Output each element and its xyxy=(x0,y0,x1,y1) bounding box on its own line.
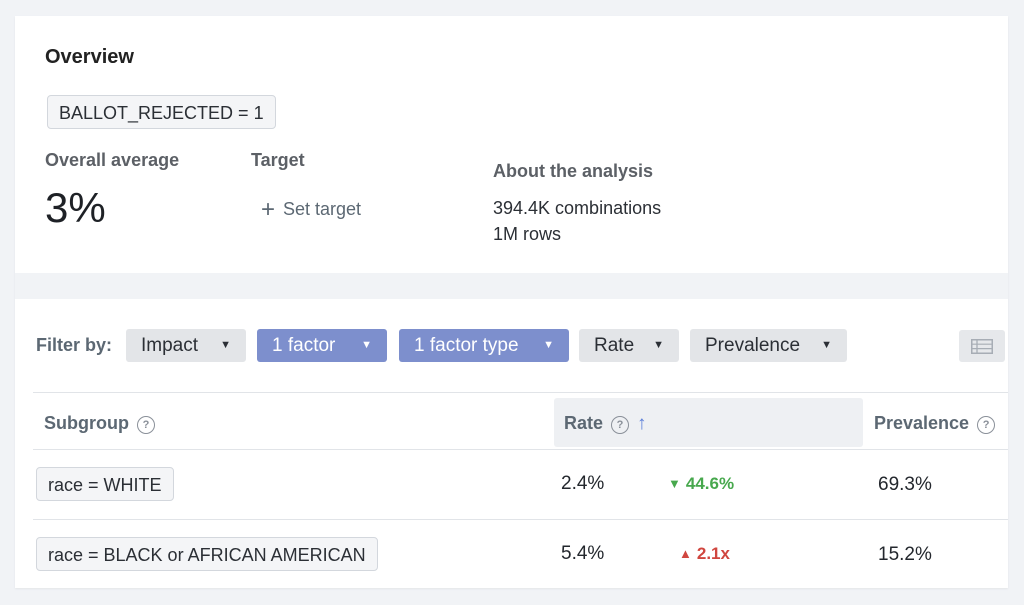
filter-rate-label: Rate xyxy=(594,335,635,356)
rate-delta-row-2: ▲ 2.1x xyxy=(679,544,730,564)
caret-down-icon: ▼ xyxy=(361,339,372,351)
triangle-up-icon: ▲ xyxy=(679,546,692,561)
filter-prevalence-button[interactable]: Prevalence ▼ xyxy=(690,329,847,362)
header-divider xyxy=(33,449,1008,450)
filter-factor-type-button[interactable]: 1 factor type ▼ xyxy=(399,329,569,362)
triangle-down-icon: ▼ xyxy=(668,476,681,491)
rate-delta-row-1: ▼ 44.6% xyxy=(668,474,734,494)
section-divider xyxy=(15,273,1008,299)
plus-icon: + xyxy=(261,196,276,223)
target-label: Target xyxy=(251,150,305,170)
column-subgroup-label: Subgroup xyxy=(44,413,129,433)
column-header-prevalence[interactable]: Prevalence? xyxy=(874,413,996,434)
filter-factor-count-button[interactable]: 1 factor ▼ xyxy=(257,329,387,362)
prevalence-value-row-2: 15.2% xyxy=(878,544,932,565)
filter-rate-button[interactable]: Rate ▼ xyxy=(579,329,679,362)
column-header-rate[interactable]: Rate? ↑ xyxy=(564,413,647,435)
overall-average-label: Overall average xyxy=(45,150,180,170)
column-header-subgroup[interactable]: Subgroup? xyxy=(44,413,155,434)
arrow-up-icon[interactable]: ↑ xyxy=(637,413,647,434)
condition-chip: BALLOT_REJECTED = 1 xyxy=(47,95,276,129)
overview-panel: Overview BALLOT_REJECTED = 1 Overall ave… xyxy=(15,16,1008,273)
caret-down-icon: ▼ xyxy=(821,339,832,351)
rate-delta-value-row-1: 44.6% xyxy=(685,474,735,493)
filter-factor-count-label: 1 factor xyxy=(272,335,336,356)
column-rate-label: Rate xyxy=(564,413,604,433)
table-top-divider xyxy=(33,392,1008,393)
rate-value-row-1: 2.4% xyxy=(561,473,605,494)
set-target-button[interactable]: + Set target xyxy=(261,196,361,224)
row-divider xyxy=(33,519,1008,520)
rate-value-row-2: 5.4% xyxy=(561,543,605,564)
overview-title: Overview xyxy=(45,46,134,68)
caret-down-icon: ▼ xyxy=(220,339,231,351)
prevalence-value-row-1: 69.3% xyxy=(878,474,932,495)
combinations-count: 394.4K combinations xyxy=(493,198,662,218)
rate-column-highlight xyxy=(554,398,863,447)
filter-prevalence-label: Prevalence xyxy=(705,335,801,356)
subgroup-chip-row-1[interactable]: race = WHITE xyxy=(36,467,174,501)
help-circle-icon[interactable]: ? xyxy=(611,416,630,434)
overall-average-value: 3% xyxy=(45,184,106,231)
column-prevalence-label: Prevalence xyxy=(874,413,970,433)
filter-impact-button[interactable]: Impact ▼ xyxy=(126,329,246,362)
caret-down-icon: ▼ xyxy=(543,339,554,351)
table-view-button[interactable] xyxy=(959,330,1005,362)
help-circle-icon[interactable]: ? xyxy=(136,416,155,434)
rows-count: 1M rows xyxy=(493,224,562,244)
table-view-icon xyxy=(971,339,993,354)
filter-factor-type-label: 1 factor type xyxy=(414,335,519,356)
rate-delta-value-row-2: 2.1x xyxy=(696,544,730,563)
caret-down-icon: ▼ xyxy=(653,339,664,351)
analysis-card: Overview BALLOT_REJECTED = 1 Overall ave… xyxy=(15,16,1008,588)
set-target-label: Set target xyxy=(283,199,362,219)
filter-impact-label: Impact xyxy=(141,335,199,356)
about-analysis-label: About the analysis xyxy=(493,161,654,181)
subgroup-chip-row-2[interactable]: race = BLACK or AFRICAN AMERICAN xyxy=(36,537,378,571)
help-circle-icon[interactable]: ? xyxy=(977,416,996,434)
filter-by-label: Filter by: xyxy=(36,335,113,355)
